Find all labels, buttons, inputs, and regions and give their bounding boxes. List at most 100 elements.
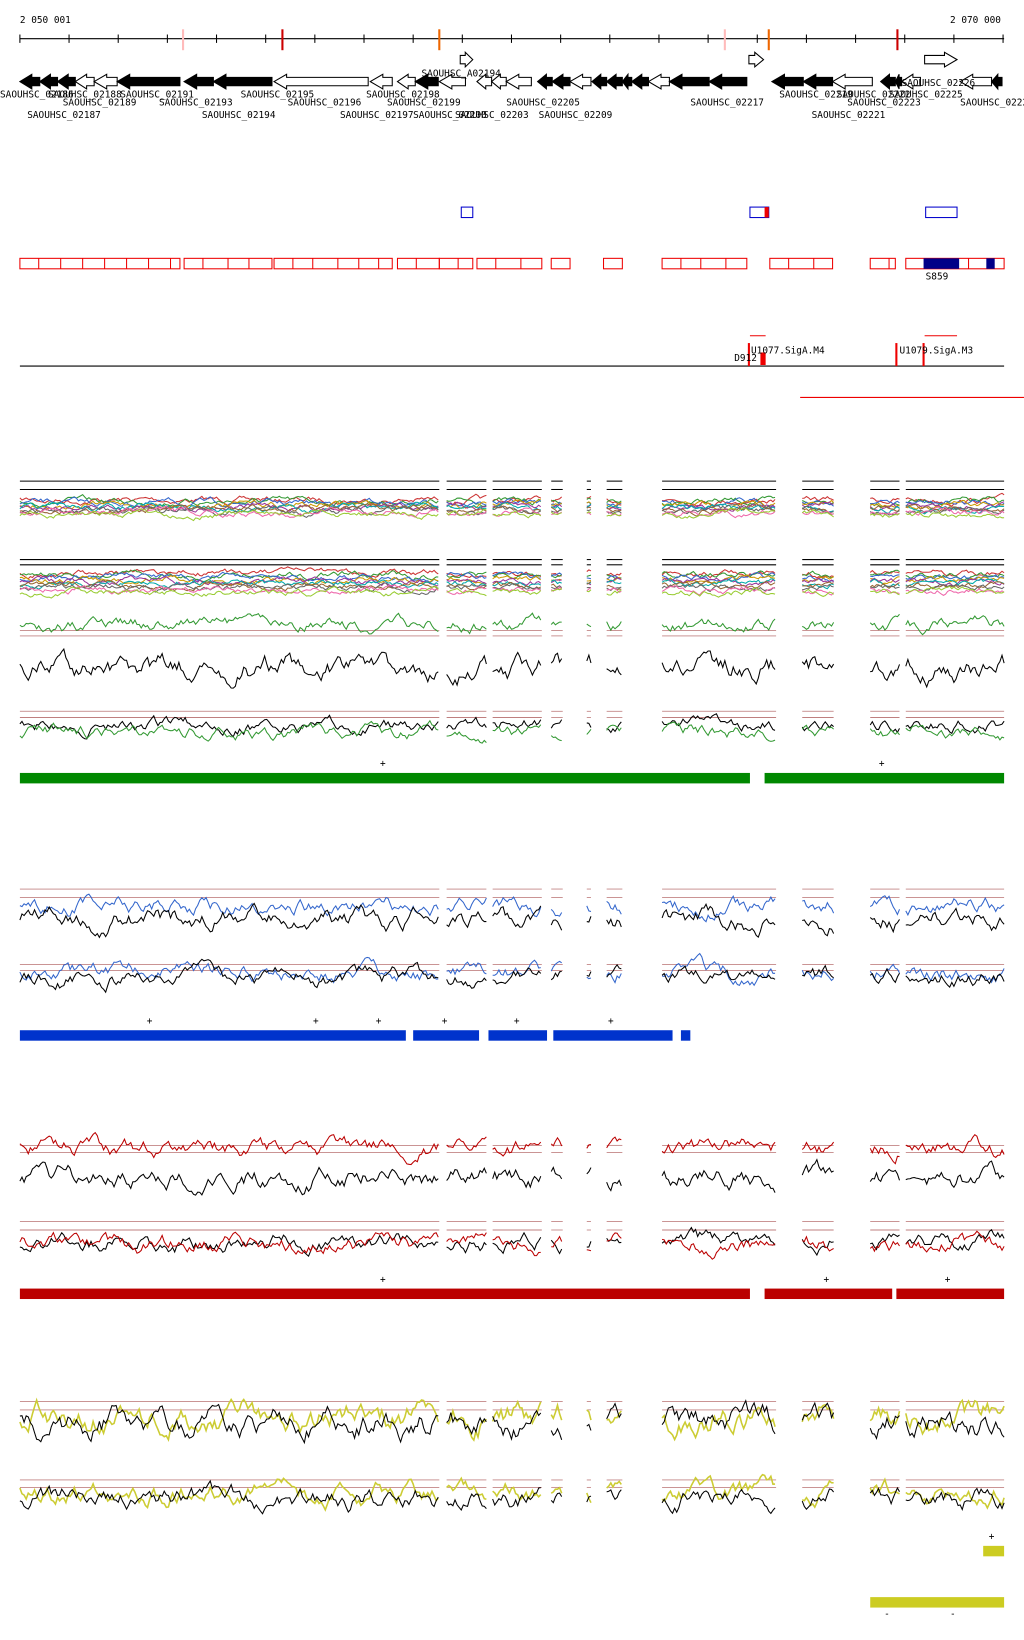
gene-label: SAOUHSC_02225 xyxy=(889,89,963,100)
signal-line xyxy=(446,731,487,744)
signal-line xyxy=(905,506,1005,515)
signal-line xyxy=(19,1479,439,1515)
signal-line xyxy=(661,902,776,939)
signal-line xyxy=(606,724,622,732)
signal-line xyxy=(550,1166,563,1180)
signal-line xyxy=(446,587,487,597)
signal-line xyxy=(905,1410,1005,1439)
gene-label: SAOUHSC_02222 xyxy=(837,89,911,100)
signal-line xyxy=(869,1477,900,1496)
gene-label: SAOUHSC_02199 xyxy=(387,98,461,109)
signal-line xyxy=(905,585,1005,594)
signal-line xyxy=(606,666,622,676)
signal-line xyxy=(19,574,439,588)
signal-line xyxy=(869,503,900,512)
signal-line xyxy=(492,498,541,505)
signal-line xyxy=(586,1144,592,1149)
strand-bar xyxy=(764,1288,893,1300)
signal-line xyxy=(606,900,622,915)
gene-label: SAOUHSC_02193 xyxy=(159,98,233,109)
gene-arrow xyxy=(551,73,571,90)
feature-box xyxy=(925,206,958,219)
signal-line xyxy=(586,497,592,500)
signal-line xyxy=(905,724,1005,741)
signal-line xyxy=(870,587,900,595)
signal-line xyxy=(19,902,439,939)
gene-arrow xyxy=(56,73,76,90)
gene-arrow xyxy=(630,73,650,90)
signal-line xyxy=(19,1403,439,1445)
signal-line xyxy=(905,653,1005,689)
signal-line xyxy=(19,1231,439,1258)
signal-line xyxy=(661,1488,776,1515)
signal-line xyxy=(802,588,834,597)
feature-mark xyxy=(764,207,769,218)
signal-line xyxy=(492,905,542,928)
signal-line xyxy=(802,964,834,979)
gene-label: SAOUHSC_02186 xyxy=(0,89,74,100)
strand-bar xyxy=(764,772,1005,784)
signal-line xyxy=(869,1415,900,1441)
signal-line xyxy=(492,588,542,596)
signal-line xyxy=(586,623,592,628)
signal-line xyxy=(802,899,835,914)
signal-line xyxy=(492,1487,541,1508)
signal-line xyxy=(661,895,776,923)
signal-line xyxy=(492,612,542,630)
gene-label: SAOUHSC_02209 xyxy=(539,110,613,121)
signal-line xyxy=(905,967,1005,984)
gene-arrow xyxy=(708,73,748,90)
signal-line xyxy=(905,1487,1005,1511)
signal-line xyxy=(586,1249,592,1252)
signal-line xyxy=(905,720,1005,735)
signal-line xyxy=(801,501,834,508)
gene-label: SAOUHSC_02197 xyxy=(340,110,414,121)
signal-line xyxy=(586,653,592,664)
signal-line xyxy=(586,1409,592,1421)
signal-line xyxy=(586,581,592,585)
signal-line xyxy=(586,511,592,514)
signal-line xyxy=(802,570,834,578)
gene-arrow xyxy=(212,73,273,90)
signal-line xyxy=(586,729,592,735)
signal-line xyxy=(905,1488,1005,1510)
signal-line xyxy=(446,576,487,585)
signal-line xyxy=(606,917,622,928)
signal-line xyxy=(492,510,542,519)
gene-arrow xyxy=(647,73,670,90)
signal-line xyxy=(492,1140,542,1157)
signal-line xyxy=(801,1403,835,1423)
signal-line xyxy=(446,897,487,913)
signal-line xyxy=(661,1399,776,1435)
signal-line xyxy=(19,893,439,917)
gene-arrow xyxy=(183,73,214,90)
signal-line xyxy=(446,976,487,989)
signal-line xyxy=(905,506,1005,516)
signal-line xyxy=(606,579,622,585)
segment-box xyxy=(476,257,543,270)
segment-box xyxy=(602,257,623,270)
signal-line xyxy=(550,719,563,729)
signal-line xyxy=(869,720,900,734)
strand-bar xyxy=(488,1030,548,1041)
signal-line xyxy=(446,961,487,976)
signal-line xyxy=(905,1230,1005,1253)
signal-line xyxy=(606,510,622,515)
signal-line xyxy=(492,586,541,594)
promoter-mark xyxy=(760,352,766,366)
gene-label: SAOUHSC_02223 xyxy=(847,98,921,109)
signal-line xyxy=(606,499,622,504)
strand-mark: + xyxy=(823,1274,829,1285)
strand-bar xyxy=(19,1288,750,1300)
signal-line xyxy=(492,571,541,579)
signal-line xyxy=(19,579,439,592)
signal-line xyxy=(869,505,900,513)
strand-mark: + xyxy=(380,759,386,770)
signal-line xyxy=(551,509,562,513)
ruler-start: 2 050 001 xyxy=(20,15,71,26)
strand-mark: + xyxy=(608,1016,614,1027)
signal-line xyxy=(606,1136,622,1149)
strand-bar xyxy=(870,1597,1005,1608)
